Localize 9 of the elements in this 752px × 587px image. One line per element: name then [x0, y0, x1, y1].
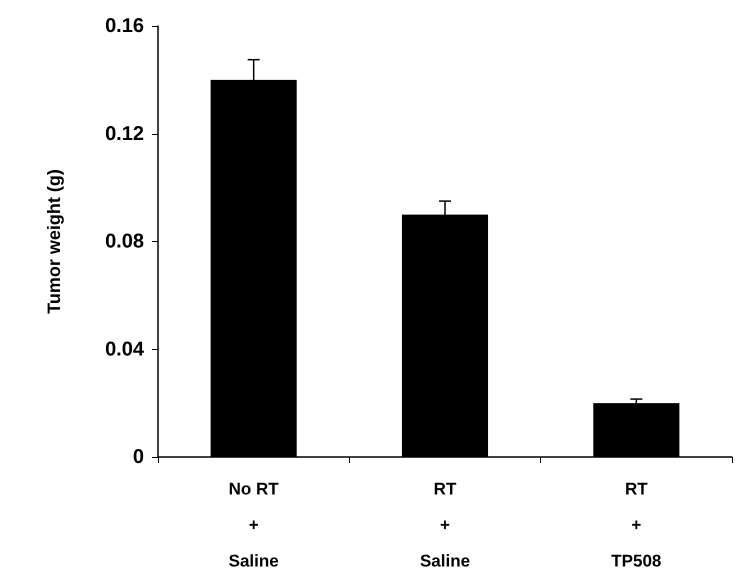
y-axis-title: Tumor weight (g): [44, 169, 64, 314]
y-tick-label: 0.04: [105, 338, 145, 360]
y-tick-label: 0.08: [105, 230, 144, 252]
x-tick-label: RT + TP508: [611, 480, 662, 570]
y-tick-label: 0.12: [105, 122, 144, 145]
x-tick-label: No RT + Saline: [228, 480, 280, 570]
y-tick-label: 0: [132, 446, 144, 468]
x-tick-label: RT + Saline: [420, 480, 470, 570]
y-tick-label: 0.16: [105, 15, 144, 37]
